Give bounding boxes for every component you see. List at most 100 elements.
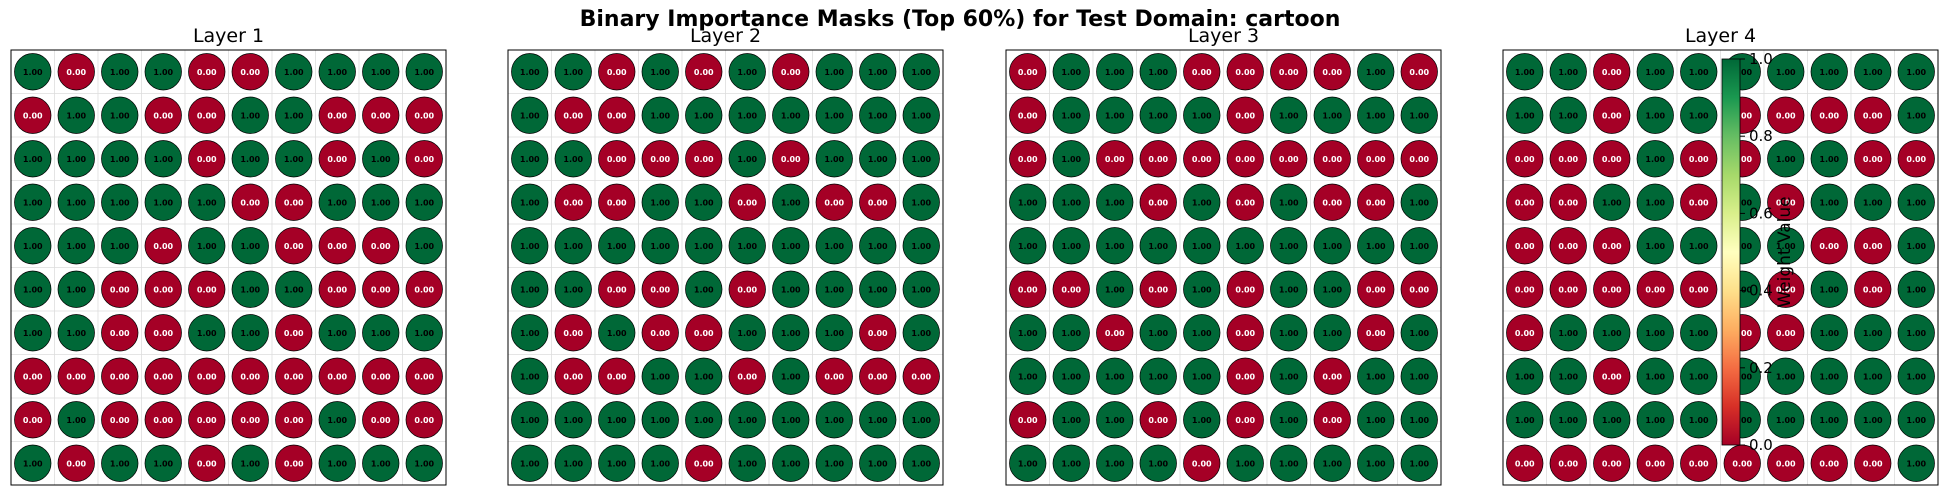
cell-value-label: 1.00 — [1906, 242, 1926, 251]
mask-cell — [641, 140, 679, 178]
mask-cell — [902, 401, 940, 439]
mask-cell — [1183, 96, 1221, 134]
mask-cell — [1226, 444, 1264, 482]
cell-value-label: 1.00 — [1192, 111, 1212, 120]
mask-cell — [1400, 140, 1438, 178]
cell-value-label: 0.00 — [1558, 459, 1578, 468]
colorbar-tick-label: 0.4 — [1749, 282, 1773, 300]
cell-value-label: 1.00 — [110, 68, 130, 77]
cell-value-label: 1.00 — [1105, 285, 1125, 294]
mask-cell — [1549, 314, 1587, 352]
mask-cell — [1636, 96, 1674, 134]
cell-value-label: 0.00 — [868, 198, 888, 207]
mask-cell — [14, 314, 52, 352]
cell-value-label: 1.00 — [240, 459, 260, 468]
cell-value-label: 1.00 — [1645, 111, 1665, 120]
cell-value-label: 0.00 — [650, 155, 670, 164]
cell-value-label: 0.00 — [1819, 459, 1839, 468]
cell-value-label: 1.00 — [694, 372, 714, 381]
cell-value-label: 0.00 — [1105, 155, 1125, 164]
mask-cell — [1313, 357, 1351, 395]
cell-value-label: 0.00 — [1409, 285, 1429, 294]
cell-value-label: 1.00 — [868, 155, 888, 164]
cell-value-label: 0.00 — [1689, 155, 1709, 164]
mask-cell — [144, 53, 182, 91]
mask-cell — [1357, 444, 1395, 482]
mask-cell — [1270, 53, 1308, 91]
cell-value-label: 1.00 — [1819, 68, 1839, 77]
mask-cell — [1506, 357, 1544, 395]
panel-layer-4: Layer 4 1.00 1.00 0.00 1.00 1.00 1.00 1.00 1.00 1… — [1502, 25, 1939, 486]
cell-value-label: 1.00 — [911, 68, 931, 77]
cell-value-label: 1.00 — [694, 111, 714, 120]
mask-cell — [1226, 140, 1264, 178]
mask-cell — [1139, 401, 1177, 439]
cell-value-label: 0.00 — [1776, 329, 1796, 338]
mask-cell — [14, 270, 52, 308]
cell-value-label: 1.00 — [1279, 285, 1299, 294]
cell-value-label: 1.00 — [1061, 242, 1081, 251]
mask-cell — [275, 227, 313, 265]
mask-cell — [641, 314, 679, 352]
mask-cell — [231, 227, 269, 265]
cell-value-label: 1.00 — [1018, 329, 1038, 338]
mask-cell — [1226, 270, 1264, 308]
cell-value-label: 1.00 — [650, 372, 670, 381]
cell-value-label: 0.00 — [197, 459, 217, 468]
cell-value-label: 0.00 — [23, 416, 43, 425]
mask-cell — [685, 270, 723, 308]
mask-cell — [144, 227, 182, 265]
mask-cell — [1680, 357, 1718, 395]
mask-cell — [1139, 96, 1177, 134]
cell-value-label: 0.00 — [694, 68, 714, 77]
mask-cell — [511, 401, 549, 439]
mask-cell — [1183, 357, 1221, 395]
cell-value-label: 0.00 — [694, 329, 714, 338]
cell-value-label: 1.00 — [66, 242, 86, 251]
mask-cell — [641, 96, 679, 134]
mask-cell — [511, 314, 549, 352]
cell-value-label: 1.00 — [1366, 416, 1386, 425]
mask-cell — [641, 183, 679, 221]
cell-value-label: 0.00 — [1061, 285, 1081, 294]
mask-cell — [1680, 53, 1718, 91]
cell-value-label: 0.00 — [197, 285, 217, 294]
cell-value-label: 0.00 — [1018, 68, 1038, 77]
cell-value-label: 1.00 — [1018, 198, 1038, 207]
mask-cell — [1506, 227, 1544, 265]
mask-cell — [554, 270, 592, 308]
mask-cell — [275, 270, 313, 308]
cell-value-label: 0.00 — [1863, 285, 1883, 294]
mask-cell — [1680, 401, 1718, 439]
cell-value-label: 1.00 — [1061, 111, 1081, 120]
mask-cell — [1897, 314, 1935, 352]
mask-cell — [57, 183, 95, 221]
cell-value-label: 1.00 — [1148, 459, 1168, 468]
mask-cell — [1313, 53, 1351, 91]
mask-cell — [318, 227, 356, 265]
cell-value-label: 1.00 — [1409, 372, 1429, 381]
cell-value-label: 0.00 — [153, 285, 173, 294]
mask-cell — [144, 270, 182, 308]
mask-cell — [1854, 96, 1892, 134]
cell-value-label: 0.00 — [66, 459, 86, 468]
cell-value-label: 1.00 — [23, 459, 43, 468]
mask-cell — [1357, 96, 1395, 134]
cell-value-label: 0.00 — [284, 198, 304, 207]
mask-cell — [902, 183, 940, 221]
cell-value-label: 1.00 — [1689, 372, 1709, 381]
mask-cell — [188, 183, 226, 221]
cell-value-label: 1.00 — [563, 155, 583, 164]
cell-value-label: 1.00 — [414, 198, 434, 207]
mask-cell — [275, 357, 313, 395]
cell-value-label: 1.00 — [650, 111, 670, 120]
mask-cell — [1636, 357, 1674, 395]
cell-value-label: 1.00 — [23, 242, 43, 251]
mask-cell — [231, 96, 269, 134]
cell-value-label: 0.00 — [1645, 285, 1665, 294]
cell-value-label: 1.00 — [327, 459, 347, 468]
cell-value-label: 0.00 — [563, 329, 583, 338]
cell-value-label: 1.00 — [1192, 372, 1212, 381]
mask-cell — [1593, 183, 1631, 221]
cell-value-label: 1.00 — [1645, 242, 1665, 251]
